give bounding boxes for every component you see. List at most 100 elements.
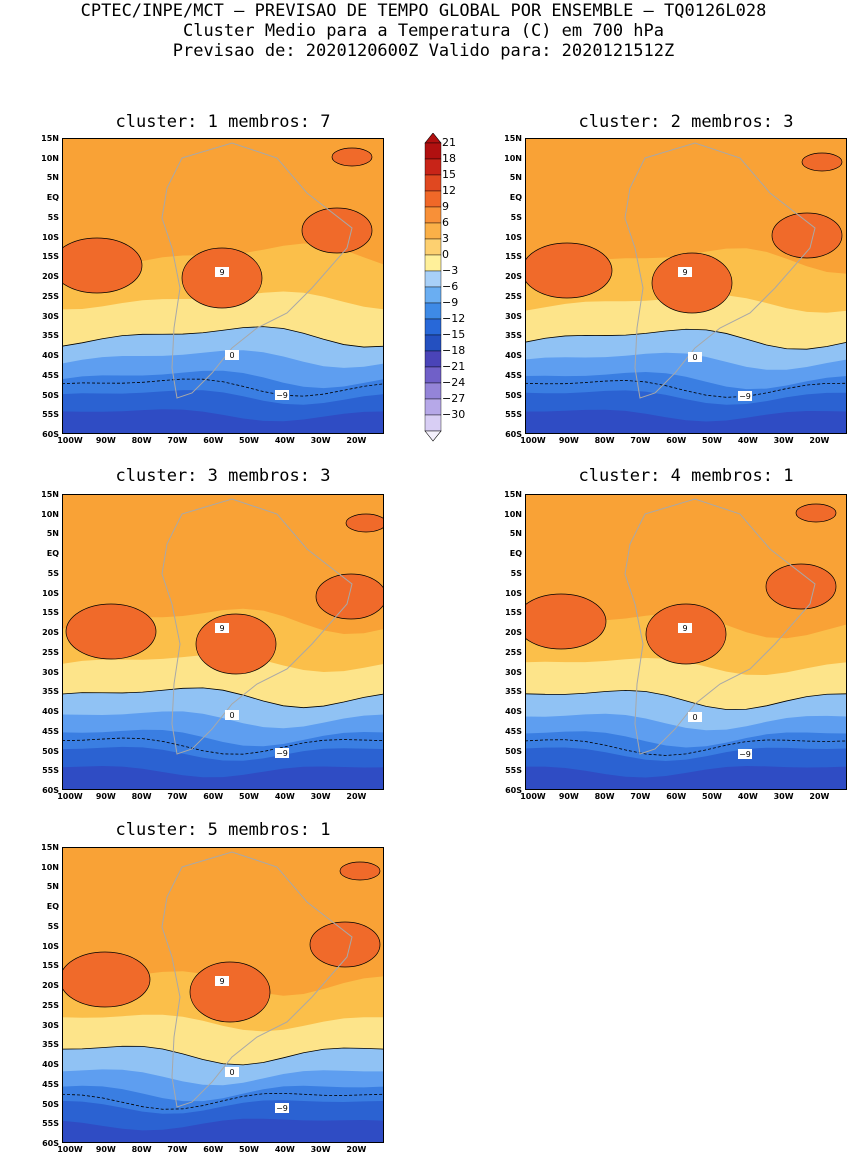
latitude-label: 60S bbox=[42, 786, 59, 795]
latitude-label: 5N bbox=[46, 529, 59, 539]
svg-text:−9: −9 bbox=[276, 1104, 288, 1113]
longitude-label: 100W bbox=[57, 436, 83, 445]
latitude-label: 60S bbox=[42, 1139, 59, 1148]
warm-region bbox=[795, 503, 837, 523]
map-frame bbox=[62, 494, 384, 790]
latitude-label: 35S bbox=[42, 687, 59, 697]
longitude-label: 60W bbox=[666, 792, 687, 801]
svg-text:9: 9 bbox=[219, 977, 224, 986]
cluster-map-1: 9 0 −9 bbox=[62, 138, 384, 434]
latitude-label: 55S bbox=[42, 410, 59, 420]
longitude-label: 20W bbox=[346, 436, 367, 445]
longitude-label: 60W bbox=[203, 792, 224, 801]
map-frame bbox=[62, 138, 384, 434]
contour-label: −9 bbox=[738, 749, 752, 759]
cluster-map-5: 9 0 −9 bbox=[62, 847, 384, 1143]
longitude-label: 80W bbox=[594, 436, 615, 445]
latitude-label: 15S bbox=[505, 252, 522, 262]
latitude-label: 5N bbox=[509, 529, 522, 539]
latitude-label: 10S bbox=[505, 232, 522, 242]
south-america-outline bbox=[161, 142, 353, 399]
longitude-label: 40W bbox=[274, 792, 295, 801]
latitude-label: 45S bbox=[505, 726, 522, 736]
panel-title-2: cluster: 2 membros: 3 bbox=[578, 112, 794, 132]
colorbar-label: −12 bbox=[442, 312, 466, 325]
latitude-label: 5N bbox=[509, 173, 522, 183]
latitude-label: 15S bbox=[42, 608, 59, 618]
colorbar-label: 21 bbox=[442, 136, 456, 149]
latitude-label: 55S bbox=[505, 410, 522, 420]
longitude-label: 60W bbox=[203, 1145, 224, 1154]
svg-text:9: 9 bbox=[219, 624, 224, 633]
latitude-label: 55S bbox=[505, 766, 522, 776]
warm-region bbox=[301, 207, 373, 254]
contour-label: 9 bbox=[678, 267, 692, 277]
warm-region bbox=[345, 513, 384, 533]
longitude-label: 30W bbox=[773, 436, 794, 445]
latitude-label: 10N bbox=[41, 862, 59, 872]
warm-region bbox=[771, 212, 843, 259]
longitude-label: 80W bbox=[131, 792, 152, 801]
latitude-label: 45S bbox=[42, 726, 59, 736]
colorbar-segment bbox=[424, 158, 442, 176]
colorbar-label: −6 bbox=[442, 280, 459, 293]
colorbar-segment bbox=[424, 222, 442, 240]
warm-region bbox=[309, 921, 381, 968]
south-america-outline bbox=[624, 498, 816, 755]
colorbar-label: 3 bbox=[442, 232, 449, 245]
svg-text:0: 0 bbox=[229, 1068, 234, 1077]
latitude-label: 5S bbox=[47, 921, 59, 931]
colorbar-segment bbox=[424, 270, 442, 288]
longitude-label: 40W bbox=[274, 436, 295, 445]
longitude-label: 20W bbox=[809, 792, 830, 801]
colorbar-label: 18 bbox=[442, 152, 456, 165]
cluster-map-3: 9 0 −9 bbox=[62, 494, 384, 790]
warm-region bbox=[189, 961, 271, 1023]
latitude-label: 30S bbox=[42, 1020, 59, 1030]
panel-title-3: cluster: 3 membros: 3 bbox=[115, 466, 331, 486]
warm-region bbox=[331, 147, 373, 167]
colorbar-segment bbox=[424, 174, 442, 192]
latitude-label: 60S bbox=[505, 786, 522, 795]
warm-region bbox=[525, 593, 607, 650]
latitude-label: 35S bbox=[505, 687, 522, 697]
latitude-label: 60S bbox=[505, 430, 522, 439]
contour-label: 0 bbox=[225, 710, 239, 720]
latitude-label: EQ bbox=[509, 193, 522, 203]
colorbar-segment bbox=[424, 142, 442, 160]
latitude-label: 40S bbox=[42, 707, 59, 717]
longitude-label: 60W bbox=[666, 436, 687, 445]
svg-text:0: 0 bbox=[229, 711, 234, 720]
colorbar-label: 0 bbox=[442, 248, 449, 261]
latitude-label: EQ bbox=[46, 902, 59, 912]
latitude-label: 50S bbox=[505, 746, 522, 756]
longitude-label: 20W bbox=[346, 1145, 367, 1154]
map-frame bbox=[62, 847, 384, 1143]
latitude-label: EQ bbox=[46, 193, 59, 203]
svg-text:−9: −9 bbox=[276, 749, 288, 758]
minus9-contour bbox=[525, 380, 847, 398]
longitude-label: 20W bbox=[346, 792, 367, 801]
latitude-label: 15S bbox=[42, 961, 59, 971]
longitude-label: 80W bbox=[131, 1145, 152, 1154]
latitude-label: 20S bbox=[42, 272, 59, 282]
contour-label: 9 bbox=[215, 267, 229, 277]
contour-label: 9 bbox=[678, 623, 692, 633]
latitude-label: 45S bbox=[505, 370, 522, 380]
longitude-label: 50W bbox=[702, 436, 722, 445]
latitude-label: 5S bbox=[510, 568, 522, 578]
latitude-label: 30S bbox=[42, 311, 59, 321]
zero-contour bbox=[525, 328, 847, 350]
longitude-label: 50W bbox=[702, 792, 722, 801]
latitude-label: 5S bbox=[47, 212, 59, 222]
zero-contour bbox=[62, 326, 384, 348]
contour-label: −9 bbox=[275, 390, 289, 400]
longitude-label: 90W bbox=[95, 436, 116, 445]
latitude-label: 15N bbox=[41, 490, 59, 499]
svg-text:0: 0 bbox=[229, 351, 234, 360]
warm-region bbox=[62, 237, 143, 294]
longitude-label: 100W bbox=[57, 792, 83, 801]
temperature-band bbox=[62, 766, 384, 790]
longitude-label: 70W bbox=[167, 792, 188, 801]
panel-title-5: cluster: 5 membros: 1 bbox=[115, 820, 331, 840]
